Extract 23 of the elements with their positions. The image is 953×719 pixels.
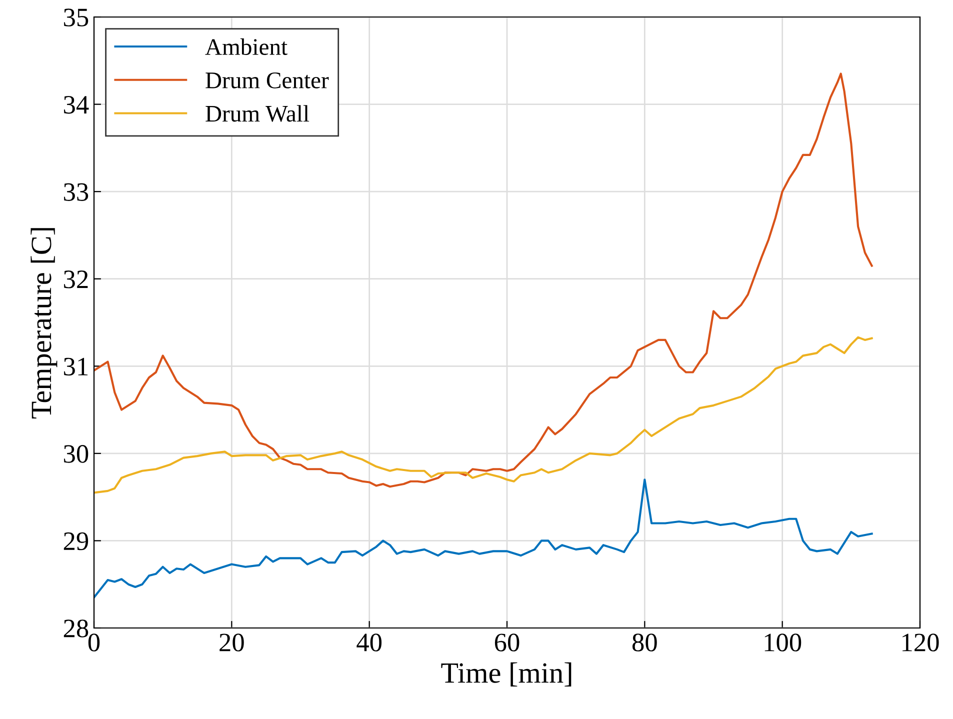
x-axis-title: Time [min]	[441, 662, 572, 686]
x-tick-label: 0	[88, 634, 100, 652]
x-tick-label: 100	[764, 634, 802, 652]
y-tick-label: 31	[64, 358, 88, 376]
y-tick-label: 30	[64, 445, 88, 463]
legend-label: Drum Center	[206, 72, 329, 88]
legend-label: Ambient	[205, 38, 288, 56]
x-tick-label: 60	[494, 634, 520, 652]
y-tick-label: 35	[64, 8, 88, 26]
legend-label: Drum Wall	[206, 105, 310, 122]
x-tick-label: 40	[356, 634, 382, 652]
y-axis-title: Temperature [C]	[30, 228, 58, 419]
line-series	[94, 478, 873, 598]
y-tick-label: 28	[64, 620, 88, 638]
y-tick-label: 29	[64, 532, 88, 550]
y-tick-label: 32	[64, 270, 88, 288]
line-series	[94, 72, 873, 488]
y-tick-label: 33	[64, 183, 88, 201]
x-tick-label: 120	[902, 634, 939, 652]
line-series	[94, 336, 873, 494]
y-tick-label: 34	[64, 96, 89, 114]
x-tick-label: 20	[220, 634, 244, 652]
x-tick-label: 80	[632, 634, 657, 652]
